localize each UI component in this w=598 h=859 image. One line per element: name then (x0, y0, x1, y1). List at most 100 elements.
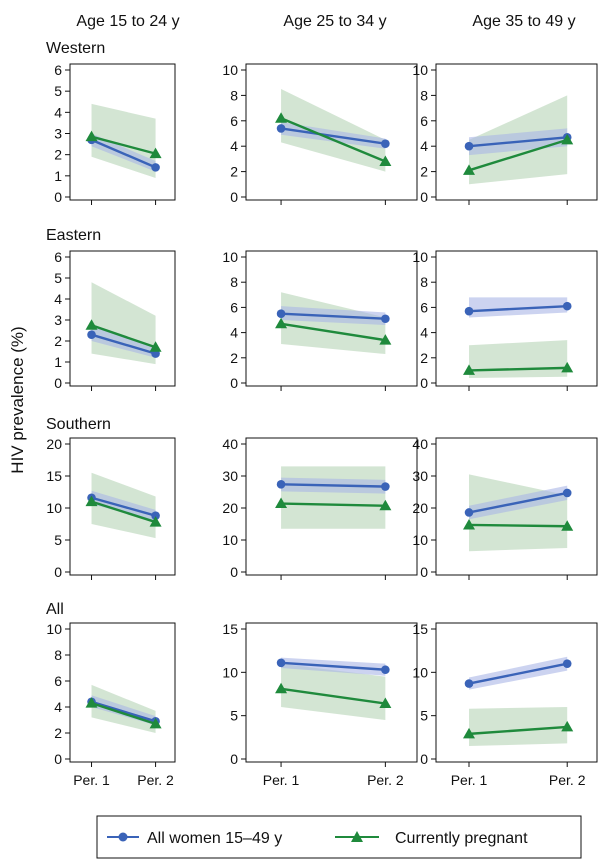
panel-western-3-pregnant-point (561, 133, 574, 145)
panel-southern-3-ytick-label: 20 (412, 500, 428, 516)
panel-western-1-pregnant-point (85, 130, 98, 142)
panel-all-3-pregnant-ci-band (469, 707, 568, 746)
legend-box (96, 815, 582, 859)
panel-eastern-3-pregnant-line (468, 366, 568, 372)
panel-western-1-ytick-label: 5 (54, 83, 62, 99)
panel-southern-3-ytick-label: 0 (420, 564, 428, 580)
panel-southern-3-women-point (464, 508, 474, 517)
panel-southern-3: 0 10 20 30 40 (412, 436, 598, 580)
panel-all-3-pregnant-line (468, 725, 568, 736)
panel-southern-2-ytick-label: 0 (230, 564, 238, 580)
panel-eastern-3-women-ci-band (469, 297, 568, 318)
panel-eastern-1-pregnant-point (149, 341, 162, 352)
panels-group: 0 1 2 3 4 5 6 0 2 4 6 8 10 0 2 4 6 8 10 0 1 2 3 4 5 6 0 2 4 6 8 10 0 2 4 6 8… (46, 62, 598, 788)
panel-all-3-pregnant-point (463, 727, 476, 739)
panel-eastern-3-pregnant-point (561, 361, 574, 373)
panel-western-2-ytick-label: 4 (230, 138, 238, 154)
panel-eastern-2-pregnant-point (275, 317, 288, 329)
panel-all-2-xtick-label: Per. 1 (263, 772, 300, 788)
panel-southern-1-ytick-label: 5 (54, 532, 62, 548)
panel-western-3-ytick-label: 8 (420, 87, 428, 103)
panel-all-1-ytick-label: 6 (54, 673, 62, 689)
panel-southern-1-ytick-label: 20 (46, 436, 62, 452)
panel-all-2-xtick-label: Per. 2 (367, 772, 404, 788)
legend-pregnant-marker (351, 831, 363, 842)
panel-southern-2-ytick-label: 20 (222, 500, 238, 516)
panel-southern-3-pregnant-point (561, 520, 574, 531)
panel-western-3-ytick-label: 2 (420, 164, 428, 180)
panel-eastern-1-women-point (87, 330, 96, 340)
panel-southern-1-women-point (151, 511, 160, 520)
panel-southern-1-ytick-label: 15 (46, 468, 62, 484)
panel-western-1-women-point (151, 163, 160, 172)
panel-eastern-3-women-point (562, 301, 572, 311)
panel-southern-2-women-point (381, 482, 390, 491)
panel-eastern-2-pregnant-line (280, 322, 386, 342)
panel-southern-2-pregnant-ci-band (281, 466, 386, 529)
panel-southern-3-pregnant-point (463, 518, 476, 530)
panel-western-1-ytick-label: 0 (54, 189, 62, 205)
panel-western-2-ytick-label: 8 (230, 87, 238, 103)
panel-southern-1: 0 5 10 15 20 (46, 436, 176, 580)
panel-western-1-ytick-label: 4 (54, 104, 62, 120)
panel-all-2-women-line (280, 661, 386, 671)
panel-eastern-2-ytick-label: 2 (230, 350, 238, 366)
panel-western-2-pregnant-point (275, 112, 288, 123)
panel-all-1: 0 2 4 6 8 10 Per. 1 Per. 2 (46, 621, 176, 788)
panel-eastern-3-ytick-label: 6 (420, 299, 428, 315)
panel-all-2-ytick-label: 0 (230, 751, 238, 767)
panel-western-2-ytick-label: 6 (230, 113, 238, 129)
panel-all-1-xtick-label: Per. 1 (73, 772, 110, 788)
panel-western-3-ytick-label: 0 (420, 189, 428, 205)
panel-eastern-2-ytick-label: 0 (230, 375, 238, 391)
panel-all-3-xtick-label: Per. 1 (451, 772, 488, 788)
panel-eastern-1-ytick-label: 2 (54, 333, 62, 349)
panel-western-1-ytick-label: 1 (54, 168, 62, 184)
row-title-all: All (46, 601, 64, 618)
panel-eastern-3-ytick-label: 2 (420, 350, 428, 366)
panel-southern-2-women-line (281, 483, 386, 488)
panel-western-2-pregnant-point (379, 155, 392, 166)
panel-eastern-3-pregnant-point (463, 364, 476, 375)
panel-southern-3-women-line (468, 491, 568, 514)
panel-southern-2-ytick-label: 30 (222, 468, 238, 484)
panel-eastern-2: 0 2 4 6 8 10 (222, 249, 418, 391)
panel-eastern-2-women-line (280, 312, 386, 320)
panel-eastern-3-women-point (464, 306, 474, 316)
panel-eastern-2-women-point (276, 309, 286, 319)
panel-western-2-ytick-label: 10 (222, 62, 238, 78)
panel-southern-3-women-point (562, 488, 572, 498)
panel-southern-3-pregnant-line (468, 523, 568, 528)
panel-southern-2-pregnant-point (275, 497, 288, 509)
panel-eastern-2-women-point (381, 314, 390, 324)
panel-western-3-ytick-label: 4 (420, 138, 428, 154)
col-title-3: Age 35 to 49 y (472, 13, 575, 30)
panel-southern-2-pregnant-point (379, 499, 392, 511)
panel-eastern-1-ytick-label: 3 (54, 312, 62, 328)
panel-southern-2-pregnant-line (281, 502, 386, 507)
panel-eastern-1-ytick-label: 0 (54, 375, 62, 391)
panel-all-2-ytick-label: 5 (230, 708, 238, 724)
panel-western-1-pregnant-line (91, 135, 156, 155)
panel-all-3-ytick-label: 10 (412, 664, 428, 680)
panel-western-1-ytick-label: 2 (54, 147, 62, 163)
panel-all-3-ytick-label: 0 (420, 751, 428, 767)
panel-eastern-1-pregnant-point (85, 319, 98, 330)
panel-eastern-3-ytick-label: 10 (412, 249, 428, 265)
panel-all-3-women-line (468, 662, 568, 685)
panel-all-1-ytick-label: 2 (54, 725, 62, 741)
panel-all-2-women-point (276, 658, 286, 668)
row-title-eastern: Eastern (46, 227, 101, 244)
panel-eastern-3-ytick-label: 0 (420, 375, 428, 391)
panel-western-1-women-line (91, 138, 157, 169)
panel-southern-3-ytick-label: 10 (412, 532, 428, 548)
panel-western-2-pregnant-line (280, 117, 386, 163)
panel-eastern-2-ytick-label: 8 (230, 274, 238, 290)
panel-southern-2-ytick-label: 10 (222, 532, 238, 548)
panel-southern-1-pregnant-point (85, 495, 98, 507)
panel-western-2: 0 2 4 6 8 10 (222, 62, 418, 205)
row-title-western: Western (46, 40, 105, 57)
panel-all-2-pregnant-line (280, 687, 386, 705)
panel-all-1-women-line (91, 700, 156, 723)
